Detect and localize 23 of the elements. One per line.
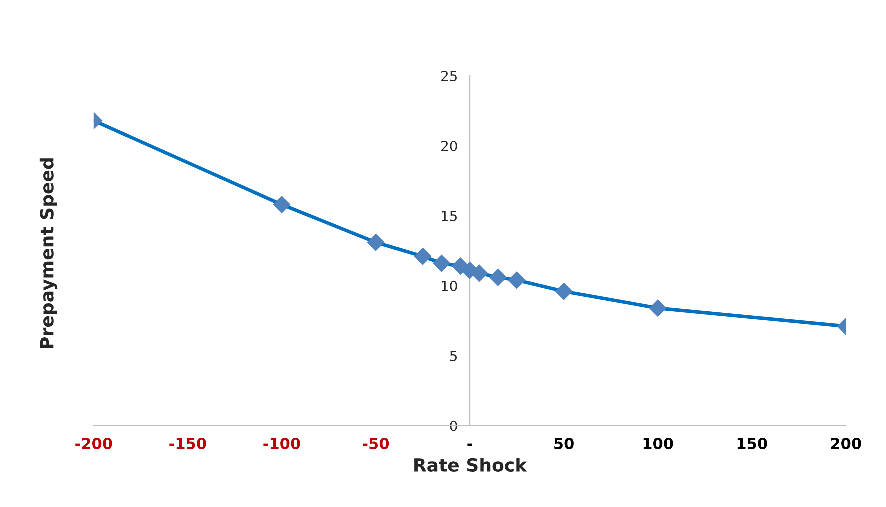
x-tick-label: -100 bbox=[264, 438, 300, 450]
y-tick-label: 15 bbox=[442, 211, 458, 222]
x-tick-label: 200 bbox=[831, 438, 862, 450]
y-axis-title: Prepayment Speed bbox=[40, 158, 58, 348]
y-tick-label: 0 bbox=[450, 420, 458, 432]
point bbox=[433, 255, 450, 272]
point bbox=[414, 248, 432, 266]
point bbox=[508, 272, 526, 289]
y-tick-label: 5 bbox=[450, 351, 458, 362]
x-tick-label: - bbox=[468, 444, 472, 446]
y-tick-label: 10 bbox=[442, 280, 458, 292]
x-tick-label: 100 bbox=[644, 438, 674, 450]
x-axis-title: Rate Shock bbox=[414, 458, 528, 472]
x-tick-label: -150 bbox=[170, 438, 206, 450]
point bbox=[490, 269, 507, 286]
x-tick-label: -200 bbox=[76, 438, 112, 450]
y-tick-label: 25 bbox=[442, 71, 458, 82]
y-tick-label: 20 bbox=[442, 140, 458, 152]
x-tick-label: -50 bbox=[363, 438, 390, 450]
point bbox=[367, 234, 385, 252]
x-tick-label: 150 bbox=[738, 438, 768, 450]
point bbox=[556, 282, 573, 300]
x-tick-label: 50 bbox=[554, 438, 574, 450]
